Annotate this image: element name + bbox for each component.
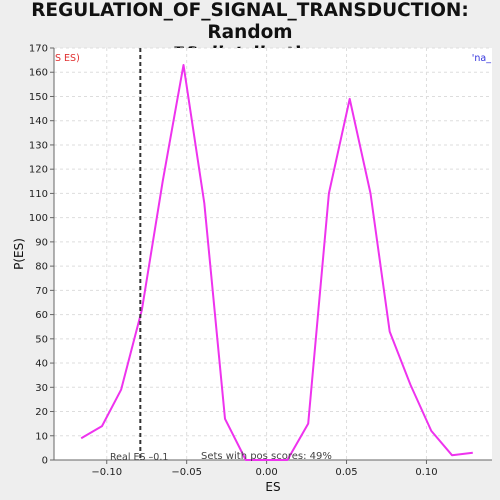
y-tick-label: 110 <box>29 189 48 200</box>
x-tick-label: 0.05 <box>335 467 357 478</box>
plot-area <box>54 48 492 460</box>
chart-title-line-1: REGULATION_OF_SIGNAL_TRANSDUCTION: Rando… <box>31 0 469 43</box>
y-tick-label: 40 <box>35 359 48 370</box>
series-group <box>80 64 473 461</box>
y-tick-label: 130 <box>29 140 48 151</box>
y-tick-label: 10 <box>35 431 48 442</box>
y-tick-label: 60 <box>35 310 48 321</box>
y-tick-label: 120 <box>29 165 48 176</box>
y-tick-label: 170 <box>29 44 48 55</box>
y-tick-label: 160 <box>29 68 48 79</box>
y-tick-label: 80 <box>35 262 48 273</box>
y-tick-label: 150 <box>29 92 48 103</box>
x-tick-label: −0.05 <box>171 467 202 478</box>
x-axis-title: ES <box>265 480 280 494</box>
x-tick-label: −0.10 <box>91 467 122 478</box>
series-line-0 <box>80 64 473 461</box>
y-tick-label: 140 <box>29 116 48 127</box>
x-tick-label: 0.00 <box>255 467 277 478</box>
legend-left-text: S ES) <box>55 53 80 64</box>
x-tick-label: 0.10 <box>415 467 437 478</box>
legend-right-text: 'na_ <box>472 53 491 64</box>
y-tick-label: 50 <box>35 334 48 345</box>
real-es-label: Real ES –0.1 <box>110 452 168 463</box>
y-axis-title: P(ES) <box>12 238 26 270</box>
y-tick-label: 0 <box>42 456 48 467</box>
y-tick-label: 90 <box>35 237 48 248</box>
pos-scores-label: Sets with pos scores: 49% <box>201 451 332 462</box>
y-tick-label: 30 <box>35 383 48 394</box>
y-tick-label: 20 <box>35 407 48 418</box>
y-tick-label: 100 <box>29 213 48 224</box>
y-tick-label: 70 <box>35 286 48 297</box>
x-ticks: −0.10 −0.05 0.00 0.05 0.10 <box>91 460 438 478</box>
y-ticks: 0 10 20 30 40 50 60 70 80 90 100 110 120 130 140 150 160… <box>29 44 54 467</box>
